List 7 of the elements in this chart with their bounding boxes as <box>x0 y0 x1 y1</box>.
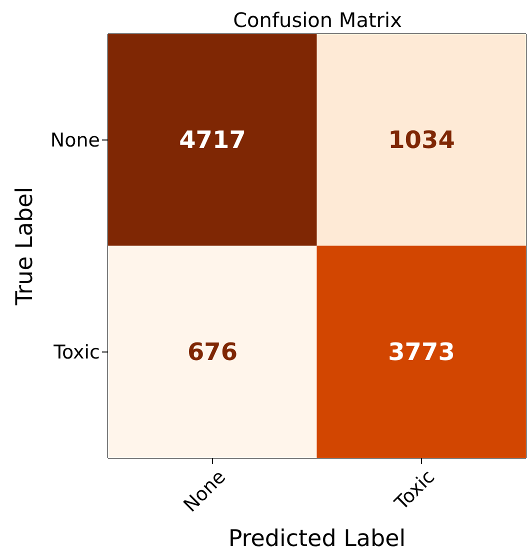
x-axis-title: Predicted Label <box>228 526 406 552</box>
chart-title: Confusion Matrix <box>232 8 403 32</box>
y-axis-title: True Label <box>12 186 38 306</box>
data-label: 4717 <box>179 126 246 154</box>
data-label: 1034 <box>388 126 455 154</box>
data-label: 676 <box>187 338 238 366</box>
data-label: 3773 <box>388 338 455 366</box>
